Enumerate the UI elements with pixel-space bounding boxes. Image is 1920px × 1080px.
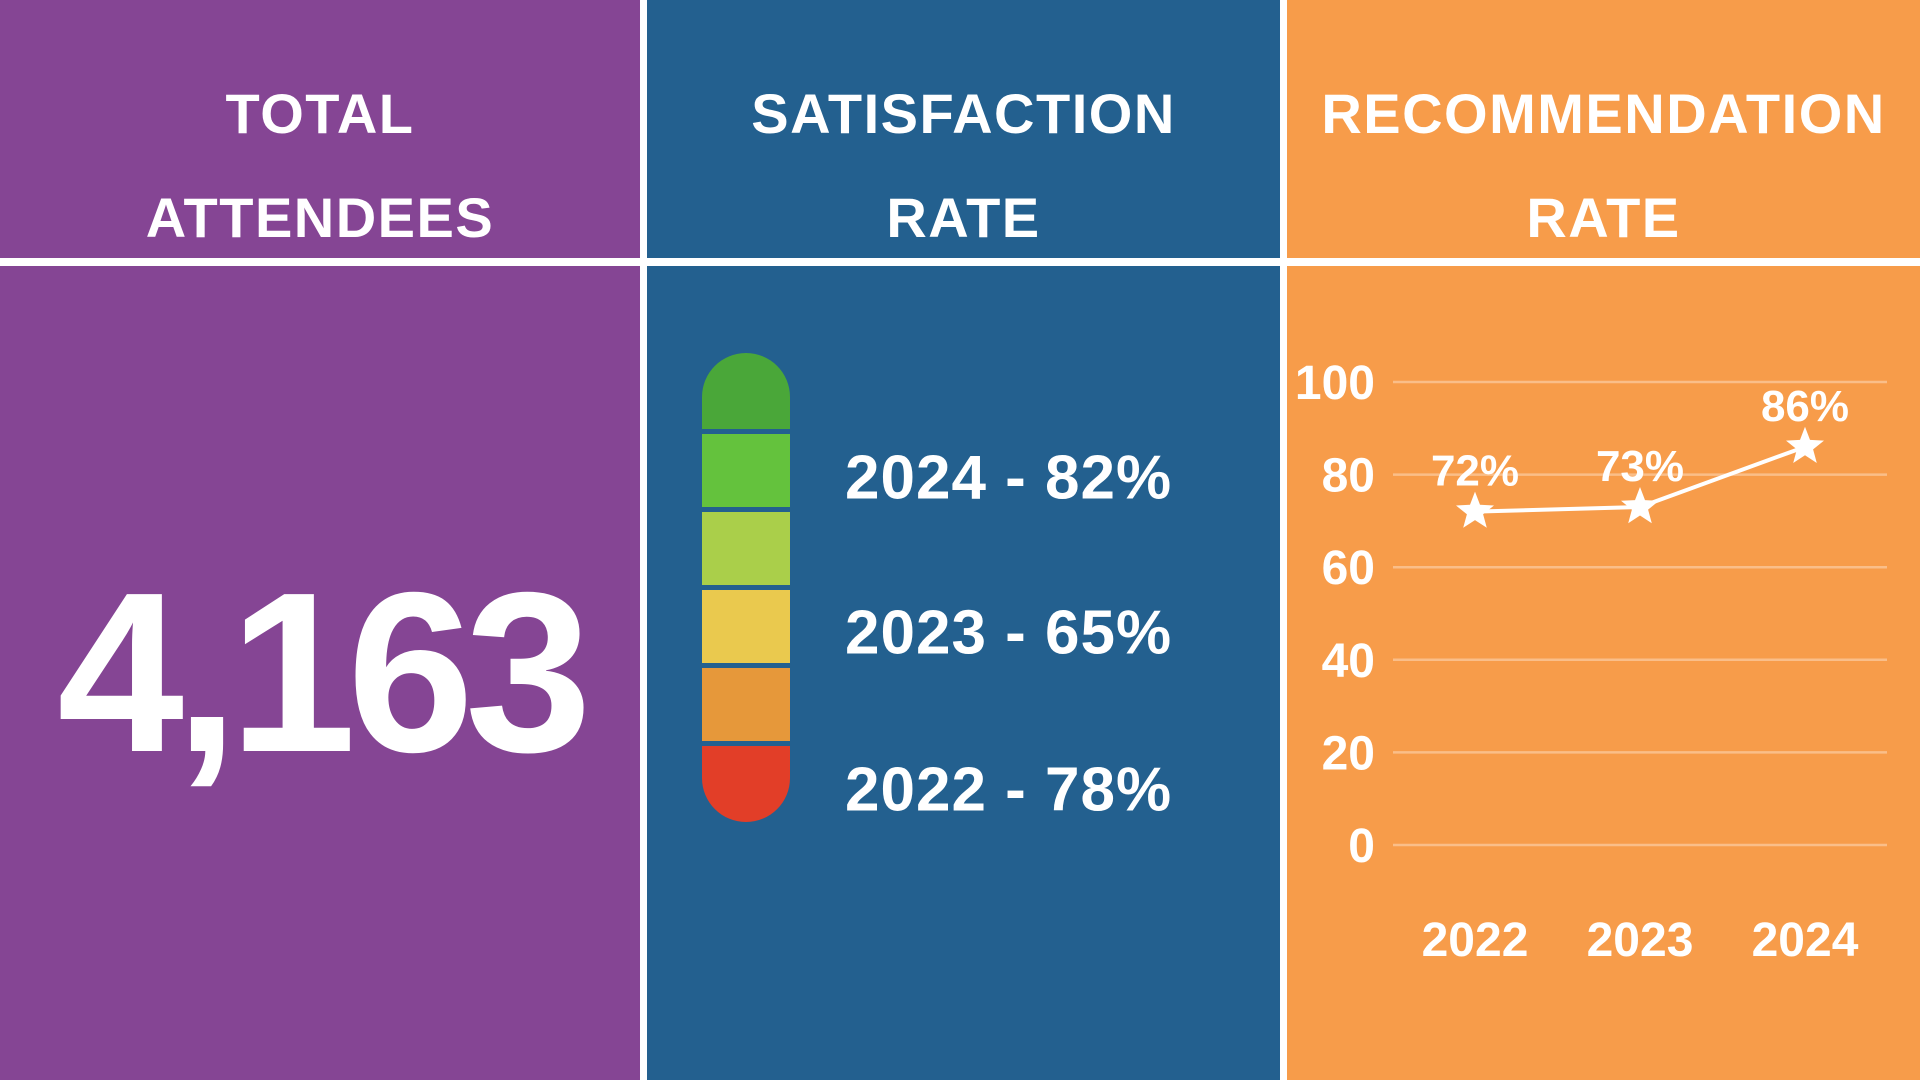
attendees-title-line2: ATTENDEES	[145, 186, 495, 249]
data-label-2023: 73%	[1596, 442, 1684, 491]
data-label-2022: 72%	[1431, 447, 1519, 496]
thermometer-gauge	[702, 353, 790, 822]
star-marker-2023	[1621, 487, 1659, 524]
satisfaction-panel-body: 2024 - 82% 2023 - 65% 2022 - 78%	[647, 266, 1280, 1080]
thermometer-segment-1	[702, 353, 790, 429]
data-label-2024: 86%	[1761, 382, 1849, 431]
x-axis-tick-2022: 2022	[1422, 914, 1529, 967]
attendees-value: 4,163	[57, 546, 592, 800]
satisfaction-title-line1: SATISFACTION	[751, 82, 1176, 145]
thermometer-segment-4	[702, 590, 790, 663]
satisfaction-row-2023: 2023 - 65%	[845, 598, 1173, 668]
x-axis-tick-2023: 2023	[1587, 914, 1694, 967]
recommendation-panel-header: RECOMMENDATION RATE	[1287, 0, 1920, 258]
thermometer-segment-2	[702, 434, 790, 507]
attendees-title-line1: TOTAL	[225, 82, 415, 145]
x-axis-tick-2024: 2024	[1752, 914, 1859, 967]
attendees-panel-header: TOTAL ATTENDEES	[0, 0, 640, 258]
star-marker-2022	[1456, 491, 1494, 528]
y-axis-tick-60: 60	[1322, 542, 1375, 595]
recommendation-panel-body: 100 80 60 40 20 0 2022 2023 2024 72% 73% 86%	[1287, 266, 1920, 1080]
attendees-panel-body: 4,163	[0, 266, 640, 1080]
y-axis-tick-20: 20	[1322, 727, 1375, 780]
recommendation-title-line2: RATE	[1526, 186, 1681, 249]
y-axis-tick-100: 100	[1295, 357, 1375, 410]
star-marker-2024	[1786, 426, 1824, 463]
y-axis-tick-40: 40	[1322, 635, 1375, 688]
satisfaction-row-2024: 2024 - 82%	[845, 443, 1173, 513]
y-axis-tick-0: 0	[1348, 820, 1375, 873]
thermometer-segment-6	[702, 746, 790, 822]
y-axis-tick-80: 80	[1322, 450, 1375, 503]
satisfaction-panel-header: SATISFACTION RATE	[647, 0, 1280, 258]
thermometer-segment-3	[702, 512, 790, 585]
recommendation-line-chart: 100 80 60 40 20 0 2022 2023 2024 72% 73% 86%	[1295, 357, 1887, 967]
satisfaction-row-2022: 2022 - 78%	[845, 755, 1173, 825]
thermometer-segment-5	[702, 668, 790, 741]
recommendation-title-line1: RECOMMENDATION	[1321, 82, 1886, 145]
satisfaction-title-line2: RATE	[886, 186, 1041, 249]
